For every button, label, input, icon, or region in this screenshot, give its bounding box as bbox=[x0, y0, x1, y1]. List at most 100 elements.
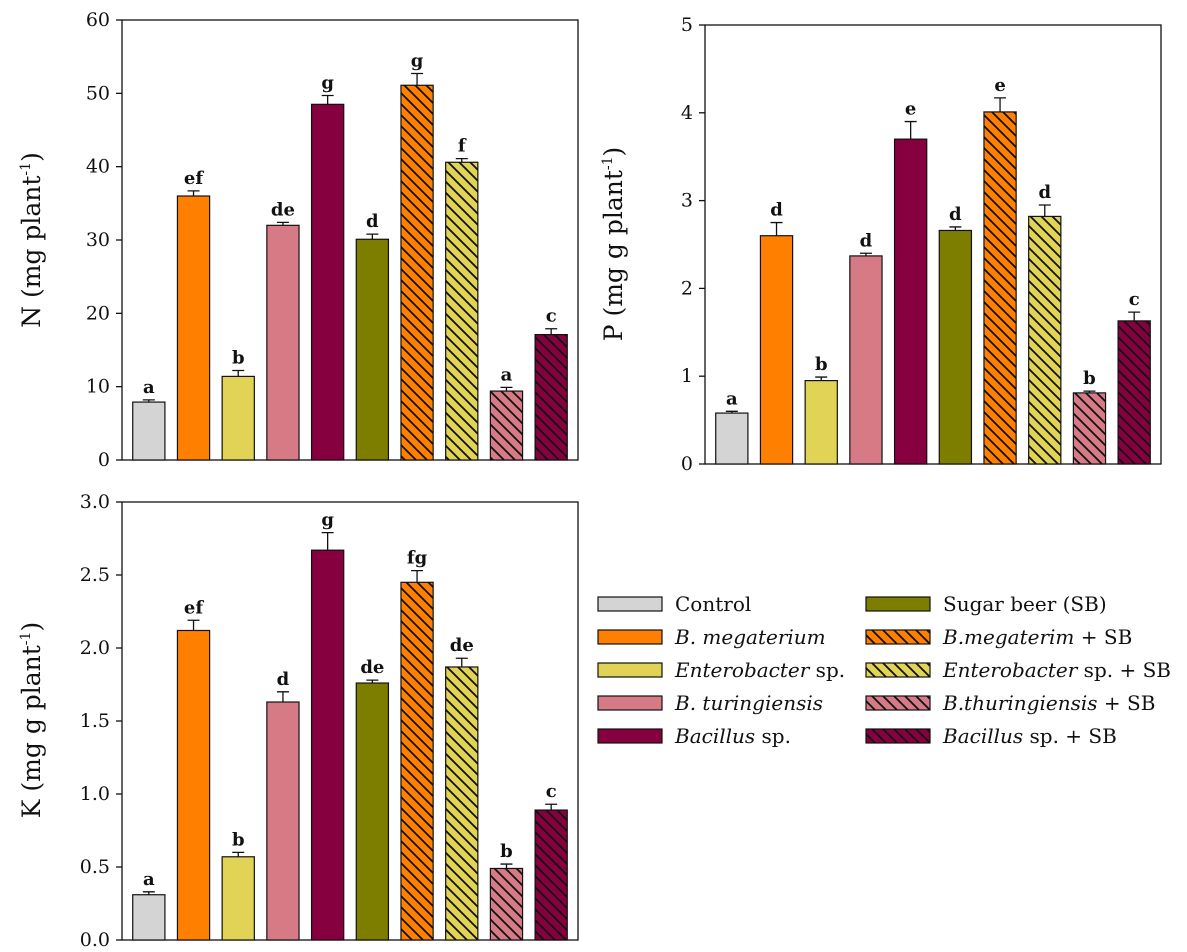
bar bbox=[534, 334, 568, 461]
significance-letter: c bbox=[1129, 289, 1140, 310]
chart-phosphorus: 0 1 2 3 4 5 P (mg g plant-1) a d b d e d e d b c bbox=[599, 14, 1162, 475]
plot-frame bbox=[704, 24, 1162, 465]
significance-letter: a bbox=[501, 364, 513, 385]
error-bar bbox=[276, 691, 289, 703]
significance-letter: b bbox=[232, 829, 245, 850]
significance-letter: de bbox=[360, 657, 384, 678]
bar bbox=[355, 682, 390, 941]
significance-letter: c bbox=[546, 306, 557, 327]
legend-swatch bbox=[597, 695, 663, 711]
bar bbox=[893, 138, 928, 465]
legend: Control B. megaterium Enterobacter sp. B. t… bbox=[597, 592, 1171, 748]
y-tick-label: 10 bbox=[86, 376, 110, 398]
y-tick-label: 20 bbox=[86, 302, 110, 324]
y-tick-label: 3 bbox=[681, 190, 693, 212]
chart-nitrogen: 0 10 20 30 40 50 60 N (mg plant-1) a ef b de g d g f a c bbox=[17, 9, 579, 471]
error-bar bbox=[545, 803, 558, 811]
legend-swatch bbox=[865, 629, 931, 645]
bar bbox=[400, 84, 434, 461]
bar bbox=[759, 235, 794, 465]
error-bar bbox=[949, 226, 962, 231]
significance-letter: ef bbox=[184, 168, 204, 189]
error-bar bbox=[725, 410, 738, 414]
y-tick-label: 5 bbox=[681, 14, 693, 36]
legend-label: Control bbox=[675, 592, 751, 616]
y-tick-label: 1 bbox=[681, 365, 693, 387]
error-bar bbox=[455, 157, 468, 163]
y-axis-title: K (mg g plant-1) bbox=[17, 622, 46, 818]
bar bbox=[355, 238, 390, 461]
legend-swatch bbox=[865, 662, 931, 678]
y-tick-label: 2 bbox=[681, 277, 693, 299]
y-tick-label: 0 bbox=[681, 453, 693, 475]
bar bbox=[1117, 320, 1151, 465]
significance-letter: a bbox=[726, 388, 738, 409]
legend-swatch bbox=[597, 596, 663, 612]
significance-letter: b bbox=[1083, 368, 1096, 389]
y-tick-label: 50 bbox=[86, 82, 110, 104]
significance-letter: d bbox=[366, 211, 379, 232]
legend-swatch bbox=[597, 662, 663, 678]
legend-swatch bbox=[865, 596, 931, 612]
y-tick-label: 1.0 bbox=[80, 783, 110, 805]
error-bar bbox=[187, 190, 200, 196]
bar bbox=[221, 856, 255, 941]
bar bbox=[804, 379, 838, 465]
error-bar bbox=[366, 679, 379, 684]
legend-label: Bacillus sp. + SB bbox=[942, 724, 1117, 748]
y-axis-title: N (mg plant-1) bbox=[17, 152, 46, 328]
significance-letter: b bbox=[232, 348, 245, 369]
y-tick-label: 60 bbox=[86, 9, 110, 31]
bar bbox=[176, 629, 211, 941]
legend-swatch bbox=[865, 695, 931, 711]
error-bar bbox=[142, 891, 155, 895]
significance-letter: d bbox=[1038, 182, 1051, 203]
error-bar bbox=[411, 72, 424, 86]
significance-letter: a bbox=[143, 377, 155, 398]
legend-swatch bbox=[597, 629, 663, 645]
error-bar bbox=[142, 399, 155, 403]
significance-letter: d bbox=[949, 204, 962, 225]
error-bar bbox=[366, 233, 379, 240]
bar bbox=[534, 809, 568, 941]
error-bar bbox=[815, 376, 828, 381]
error-bar bbox=[859, 252, 872, 256]
error-bar bbox=[276, 221, 289, 226]
legend-label: Sugar beer (SB) bbox=[943, 592, 1107, 616]
significance-letter: d bbox=[277, 669, 290, 690]
bar bbox=[938, 229, 973, 465]
error-bar bbox=[1038, 204, 1051, 217]
bar bbox=[266, 701, 300, 941]
significance-letter: e bbox=[994, 75, 1005, 96]
bar bbox=[445, 666, 479, 941]
bar bbox=[176, 195, 211, 461]
significance-letter: e bbox=[905, 99, 916, 120]
bar bbox=[445, 161, 479, 461]
y-tick-label: 0 bbox=[98, 449, 110, 471]
legend-label: B.thuringiensis + SB bbox=[942, 691, 1155, 715]
error-bar bbox=[770, 221, 783, 236]
bar bbox=[983, 111, 1017, 465]
error-bar bbox=[232, 851, 245, 857]
significance-letter: a bbox=[143, 869, 155, 890]
legend-swatch bbox=[865, 728, 931, 744]
bar bbox=[849, 255, 883, 465]
y-tick-label: 0.5 bbox=[80, 856, 110, 878]
bar bbox=[132, 401, 166, 461]
significance-letter: d bbox=[860, 230, 873, 251]
error-bar bbox=[187, 619, 200, 631]
significance-letter: g bbox=[321, 73, 334, 94]
bar bbox=[310, 103, 345, 461]
error-bar bbox=[545, 328, 558, 335]
significance-letter: g bbox=[411, 51, 424, 72]
legend-label: Enterobacter sp. + SB bbox=[942, 658, 1171, 682]
significance-letter: de bbox=[450, 635, 474, 656]
bar bbox=[132, 894, 166, 941]
error-bar bbox=[455, 657, 468, 667]
bar bbox=[1028, 215, 1062, 465]
y-tick-label: 2.5 bbox=[80, 564, 110, 586]
significance-letter: f bbox=[458, 136, 467, 157]
bar bbox=[221, 375, 255, 461]
legend-label: B.megaterim + SB bbox=[942, 625, 1132, 649]
